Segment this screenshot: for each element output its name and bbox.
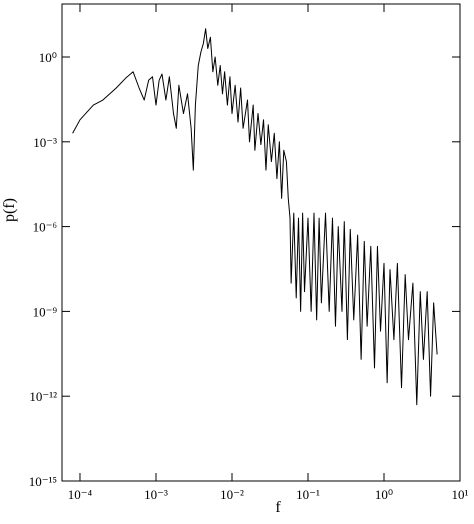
y-tick-label: 10⁻⁹ (33, 304, 58, 319)
y-axis-label: p(f) (1, 198, 18, 222)
y-tick-label: 10⁻¹⁵ (29, 474, 57, 489)
y-tick-label: 10⁰ (39, 50, 57, 65)
y-tick-label: 10⁻³ (33, 135, 57, 150)
x-tick-label: 10⁻³ (144, 487, 168, 502)
y-tick-label: 10⁻⁶ (33, 220, 57, 235)
x-tick-label: 10¹ (452, 487, 469, 502)
x-tick-label: 10⁻² (220, 487, 244, 502)
y-tick-label: 10⁻¹² (29, 389, 57, 404)
x-axis-label: f (275, 499, 281, 516)
plot-frame (61, 3, 461, 482)
spectrum-line (72, 28, 438, 406)
x-tick-label: 10⁰ (375, 487, 393, 502)
x-tick-label: 10⁻⁴ (68, 487, 93, 502)
x-tick-label: 10⁻¹ (296, 487, 320, 502)
